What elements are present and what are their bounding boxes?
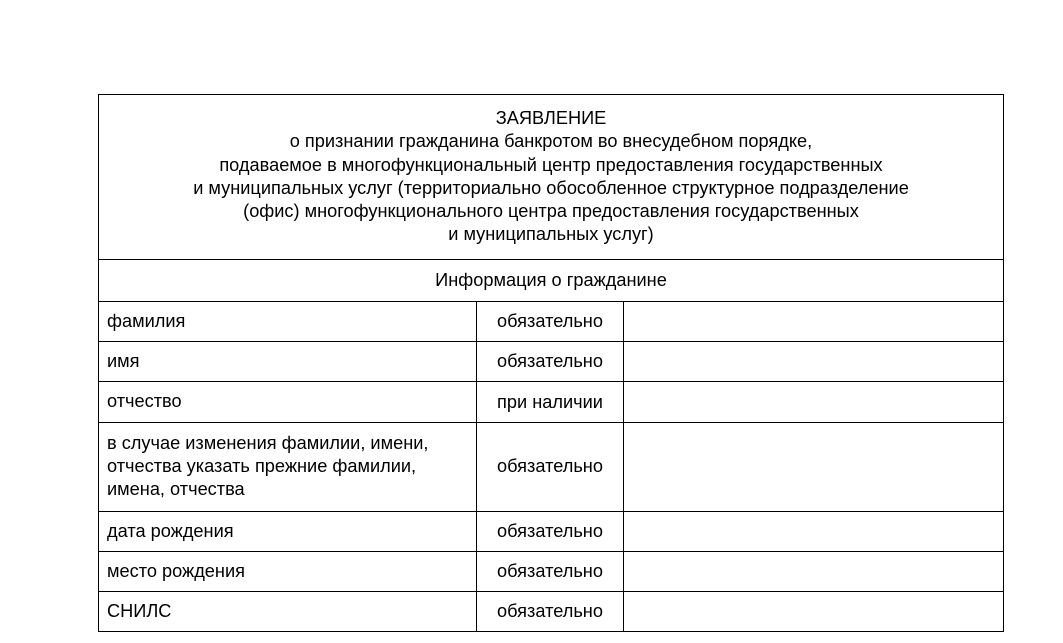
field-val-dob: [624, 511, 1004, 551]
table-row: имя обязательно: [99, 342, 1004, 382]
field-label-surname: фамилия: [99, 301, 477, 341]
table-row: СНИЛС обязательно: [99, 592, 1004, 632]
section-header-citizen-info: Информация о гражданине: [99, 259, 1004, 301]
title-line-2: о признании гражданина банкротом во внес…: [109, 130, 993, 153]
field-req-dob: обязательно: [477, 511, 624, 551]
field-req-pob: обязательно: [477, 551, 624, 591]
field-req-patronymic: при наличии: [477, 382, 624, 422]
title-line-4: и муниципальных услуг (территориально об…: [109, 177, 993, 200]
field-val-surname: [624, 301, 1004, 341]
title-line-1: ЗАЯВЛЕНИЕ: [109, 107, 993, 130]
application-table: ЗАЯВЛЕНИЕ о признании гражданина банкрот…: [98, 94, 1004, 632]
title-line-3: подаваемое в многофункциональный центр п…: [109, 154, 993, 177]
field-req-prev-names: обязательно: [477, 422, 624, 511]
table-row: в случае изменения фамилии, имени, отчес…: [99, 422, 1004, 511]
application-title-cell: ЗАЯВЛЕНИЕ о признании гражданина банкрот…: [99, 95, 1004, 260]
field-val-pob: [624, 551, 1004, 591]
field-val-name: [624, 342, 1004, 382]
table-row: дата рождения обязательно: [99, 511, 1004, 551]
field-req-surname: обязательно: [477, 301, 624, 341]
field-label-prev-names: в случае изменения фамилии, имени, отчес…: [99, 422, 477, 511]
field-label-snils: СНИЛС: [99, 592, 477, 632]
field-val-patronymic: [624, 382, 1004, 422]
field-val-prev-names: [624, 422, 1004, 511]
table-row: фамилия обязательно: [99, 301, 1004, 341]
field-req-snils: обязательно: [477, 592, 624, 632]
field-label-dob: дата рождения: [99, 511, 477, 551]
field-label-pob: место рождения: [99, 551, 477, 591]
field-val-snils: [624, 592, 1004, 632]
title-line-5: (офис) многофункционального центра предо…: [109, 200, 993, 223]
field-label-patronymic: отчество: [99, 382, 477, 422]
field-req-name: обязательно: [477, 342, 624, 382]
table-row: отчество при наличии: [99, 382, 1004, 422]
table-row: место рождения обязательно: [99, 551, 1004, 591]
title-line-6: и муниципальных услуг): [109, 223, 993, 246]
field-label-name: имя: [99, 342, 477, 382]
